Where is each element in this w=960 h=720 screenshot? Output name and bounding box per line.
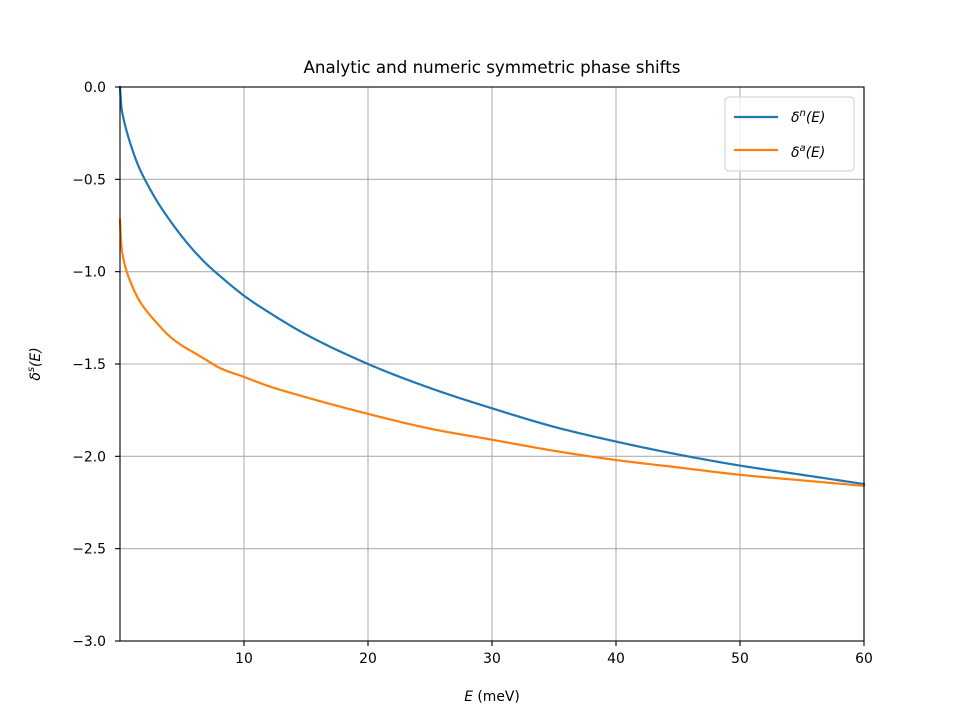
y-tick-label: −1.0 (72, 265, 106, 281)
y-tick-label: −3.0 (72, 634, 106, 650)
x-axis-label: E (meV) (464, 689, 520, 705)
series-layer (118, 85, 866, 488)
ticks: 10 20 30 40 50 60 0.0 −0.5 −1.0 −1.5 −2.0 −2.5 −3.0 (72, 80, 873, 667)
x-tick-label: 40 (607, 651, 625, 667)
series-line-analytic (118, 218, 866, 488)
legend: δn(E) δa(E) (724, 96, 855, 172)
y-tick-label: −2.5 (72, 542, 106, 558)
y-tick-label: 0.0 (84, 80, 106, 96)
chart-title: Analytic and numeric symmetric phase shi… (304, 57, 681, 77)
x-tick-label: 10 (235, 651, 253, 667)
y-tick-label: −1.5 (72, 357, 106, 373)
x-tick-label: 20 (359, 651, 377, 667)
legend-label-numeric: δn(E) (791, 108, 825, 126)
legend-box (724, 96, 855, 172)
x-tick-label: 50 (731, 651, 749, 667)
legend-label-analytic: δa(E) (791, 143, 825, 161)
x-tick-label: 30 (483, 651, 501, 667)
y-tick-label: −0.5 (72, 172, 106, 188)
y-axis-label: δs(E) (26, 347, 44, 380)
x-tick-label: 60 (855, 651, 873, 667)
y-tick-label: −2.0 (72, 449, 106, 465)
series-line-numeric (118, 85, 866, 486)
